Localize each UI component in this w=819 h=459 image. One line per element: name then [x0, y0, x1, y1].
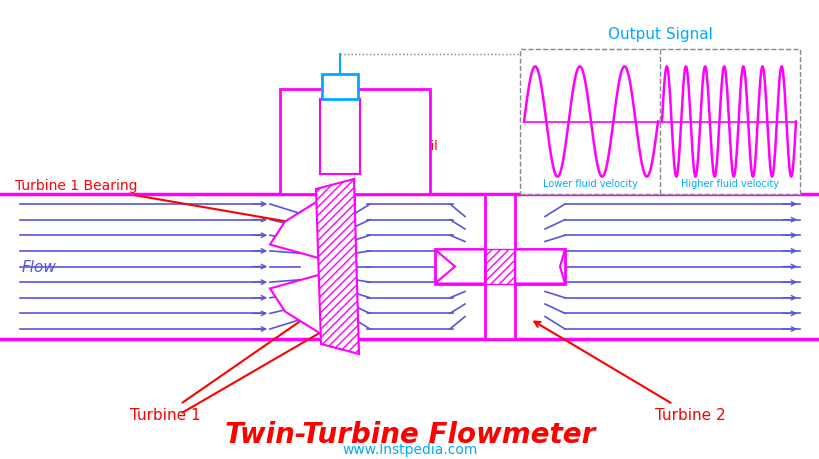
Text: Output Signal: Output Signal	[607, 27, 712, 42]
Text: www.Instpedia.com: www.Instpedia.com	[342, 442, 477, 456]
Polygon shape	[269, 272, 354, 337]
Polygon shape	[315, 179, 359, 354]
Polygon shape	[514, 250, 564, 284]
Bar	[319, 100, 360, 174]
Polygon shape	[434, 250, 484, 284]
Bar	[279, 90, 429, 195]
Bar	[434, 249, 564, 284]
Polygon shape	[269, 196, 354, 262]
Text: Flow: Flow	[22, 259, 57, 274]
Text: Turbine 1 Bearing: Turbine 1 Bearing	[15, 179, 324, 230]
Text: Twin-Turbine Flowmeter: Twin-Turbine Flowmeter	[224, 420, 595, 448]
Text: Turbine 2: Turbine 2	[534, 322, 725, 422]
Text: Higher fluid velocity: Higher fluid velocity	[680, 179, 778, 189]
Bar	[519, 50, 799, 195]
Bar	[326, 195, 354, 339]
Bar	[484, 195, 514, 339]
Text: Lower fluid velocity: Lower fluid velocity	[542, 179, 636, 189]
Bar	[484, 249, 514, 284]
Text: Turbine 1: Turbine 1	[130, 307, 320, 422]
Text: Pickup Coil: Pickup Coil	[350, 138, 437, 153]
Bar	[322, 75, 358, 100]
